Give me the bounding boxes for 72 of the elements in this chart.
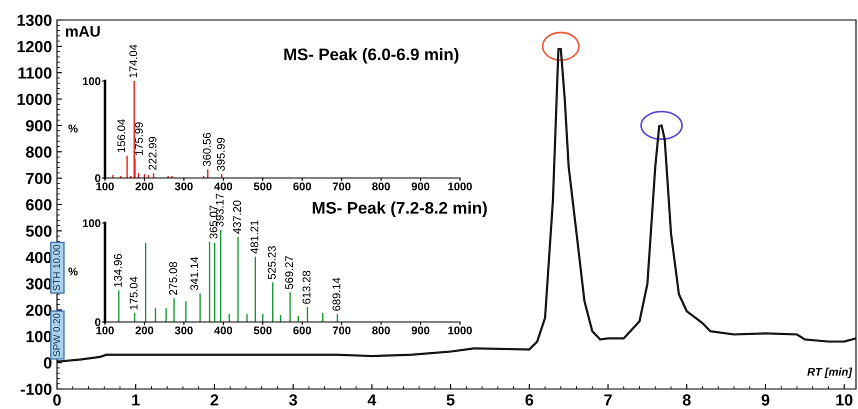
x-tick-label: 300 [174,182,193,190]
x-tick-label: 300 [174,326,193,334]
x-tick-label: 200 [136,326,154,334]
annotation: 689.14 [332,278,340,311]
y-tick-label: 1100 [18,67,52,79]
x-tick-label: 800 [372,326,390,334]
y-tick-label: 0 [95,318,100,326]
annotation: 365.07 [210,206,218,239]
x-tick-label: 900 [412,326,430,334]
y-tick-label: 900 [26,120,52,132]
x-tick-label: 2 [210,394,218,406]
annotation: 481.21 [250,220,258,254]
y-tick-label: 800 [26,146,52,158]
annotation: STH 10.00 [53,244,60,291]
x-tick-label: 0 [53,394,61,406]
y-tick-label: 200 [26,304,52,316]
x-tick-label: 8 [682,394,691,406]
x-tick-label: 7 [604,394,612,406]
x-tick-label: 600 [293,182,312,190]
annotation: 175.04 [130,276,138,310]
annotation: 437.20 [233,200,241,234]
annotation: 393.17 [216,194,224,227]
x-tick-label: 400 [214,182,232,190]
y-tick-label: 1300 [18,14,52,26]
y-tick-label: 1000 [18,94,52,106]
y-axis-title: % [68,124,78,132]
y-tick-label: 1200 [18,40,52,52]
annotation: 134.96 [114,254,122,287]
y-axis-title: % [68,268,78,276]
chart-title: MS- Peak (6.0-6.9 min) [284,48,458,64]
x-tick-label: 900 [412,182,430,190]
annotation: 395.99 [216,138,225,171]
y-axis-title: mAU [66,26,100,37]
x-tick-label: 4 [368,394,376,406]
x-tick-label: 10 [836,394,852,406]
annotation: SPW 0.20 [53,313,60,356]
y-tick-label: 0 [95,174,100,182]
annotation: 569.27 [285,256,294,290]
y-tick-label: 400 [26,252,52,264]
annotation: 222.99 [148,136,156,170]
annotation: 175.99 [134,122,143,155]
x-tick-label: 500 [254,182,272,190]
x-tick-label: 200 [136,182,154,190]
annotation: 275.08 [169,262,178,295]
annotation: 341.14 [190,256,198,290]
y-tick-label: -100 [20,384,52,395]
x-tick-label: 500 [254,326,272,334]
x-tick-label: 600 [293,326,312,334]
x-tick-label: 700 [332,182,350,190]
annotation: 613.28 [302,270,310,304]
y-tick-label: 300 [26,278,52,290]
x-tick-label: 3 [289,394,298,406]
x-tick-label: 1 [132,394,140,406]
chart-title: MS- Peak (7.2-8.2 min) [312,202,487,218]
x-tick-label: 800 [372,182,390,190]
y-tick-label: 600 [26,199,52,210]
y-tick-label: 500 [26,225,52,237]
y-tick-label: 0 [44,357,52,369]
x-tick-label: 1000 [448,182,472,190]
y-tick-label: 100 [82,219,100,228]
x-tick-label: 6 [525,394,534,406]
x-tick-label: 9 [762,394,770,406]
annotation: 360.56 [202,132,211,166]
x-tick-label: 700 [332,326,350,334]
annotation: 525.23 [268,246,276,280]
y-tick-label: 100 [82,77,100,86]
annotation: 174.04 [129,44,138,78]
annotation: 156.04 [117,119,126,152]
x-tick-label: 5 [446,394,455,406]
x-tick-label: 1000 [448,326,472,334]
x-axis-title: RT [min] [807,368,852,378]
x-tick-label: 400 [214,326,232,334]
